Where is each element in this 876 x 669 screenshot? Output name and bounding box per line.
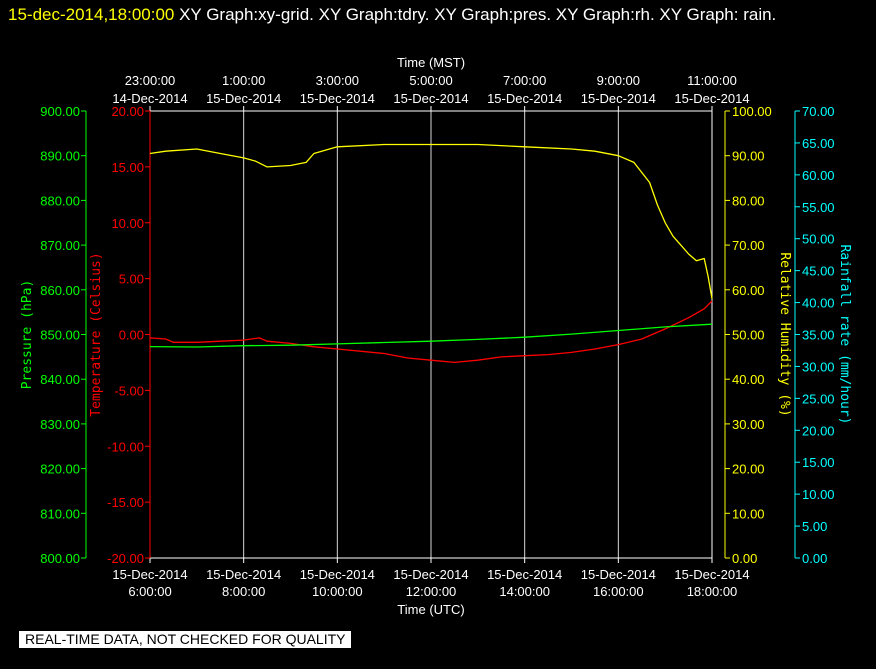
x-top-tick-time: 11:00:00 [687,73,737,88]
humidity-tick-label: 40.00 [732,372,765,387]
x-bottom-tick-date: 15-Dec-2014 [674,567,749,582]
humidity-tick-label: 50.00 [732,328,765,343]
temperature-tick-label: 0.00 [119,328,144,343]
x-bottom-tick-time: 10:00:00 [312,584,363,599]
x-bottom-tick-time: 8:00:00 [222,584,265,599]
x-bottom-tick-date: 15-Dec-2014 [581,567,656,582]
temperature-tick-label: -5.00 [114,383,144,398]
temperature-tick-label: 20.00 [111,104,144,119]
temperature-tick-label: -10.00 [107,439,144,454]
humidity-tick-label: 30.00 [732,417,765,432]
x-top-title: Time (MST) [397,55,465,70]
pressure-tick-label: 850.00 [40,328,80,343]
x-bottom-tick-date: 15-Dec-2014 [300,567,375,582]
temperature-tick-label: 10.00 [111,216,144,231]
pressure-axis-title: Pressure (hPa) [20,280,35,390]
x-bottom-tick-date: 15-Dec-2014 [206,567,281,582]
rainfall-tick-label: 60.00 [802,168,835,183]
x-top-tick-date: 15-Dec-2014 [581,91,656,106]
temperature-axis-title: Temperature (Celsius) [89,252,104,416]
temperature-tick-label: 15.00 [111,160,144,175]
rainfall-tick-label: 35.00 [802,328,835,343]
rainfall-tick-label: 25.00 [802,391,835,406]
x-top-tick-time: 9:00:00 [597,73,640,88]
rainfall-tick-label: 40.00 [802,296,835,311]
x-bottom-tick-time: 12:00:00 [406,584,457,599]
humidity-tick-label: 10.00 [732,506,765,521]
x-top-tick-date: 15-Dec-2014 [674,91,749,106]
x-top-tick-time: 3:00:00 [316,73,359,88]
rainfall-tick-label: 30.00 [802,359,835,374]
rainfall-tick-label: 20.00 [802,423,835,438]
chart-header: 15-dec-2014,18:00:00 XY Graph:xy-grid. X… [8,2,868,28]
x-bottom-tick-date: 15-Dec-2014 [393,567,468,582]
pressure-tick-label: 800.00 [40,551,80,566]
x-bottom-tick-time: 6:00:00 [128,584,171,599]
rainfall-tick-label: 15.00 [802,455,835,470]
rainfall-tick-label: 10.00 [802,487,835,502]
temperature-tick-label: -20.00 [107,551,144,566]
pressure-tick-label: 830.00 [40,417,80,432]
temperature-series-line [149,300,713,364]
humidity-series-line [149,143,713,299]
x-top-tick-time: 7:00:00 [503,73,546,88]
rainfall-tick-label: 5.00 [802,519,827,534]
rainfall-tick-label: 55.00 [802,200,835,215]
pressure-tick-label: 810.00 [40,506,80,521]
x-bottom-tick-time: 18:00:00 [687,584,738,599]
temperature-tick-label: -15.00 [107,495,144,510]
pressure-tick-label: 820.00 [40,462,80,477]
rainfall-tick-label: 50.00 [802,232,835,247]
x-top-tick-time: 1:00:00 [222,73,265,88]
pressure-tick-label: 870.00 [40,238,80,253]
humidity-tick-label: 90.00 [732,149,765,164]
rainfall-tick-label: 70.00 [802,104,835,119]
humidity-tick-label: 60.00 [732,283,765,298]
rainfall-tick-label: 45.00 [802,264,835,279]
x-bottom-tick-date: 15-Dec-2014 [487,567,562,582]
header-timestamp: 15-dec-2014,18:00:00 [8,5,175,24]
pressure-series-line [149,323,713,348]
x-bottom-tick-time: 14:00:00 [499,584,550,599]
pressure-tick-label: 880.00 [40,193,80,208]
x-bottom-tick-time: 16:00:00 [593,584,644,599]
x-top-tick-time: 23:00:00 [125,73,176,88]
x-top-tick-date: 15-Dec-2014 [393,91,468,106]
humidity-tick-label: 20.00 [732,462,765,477]
pressure-tick-label: 860.00 [40,283,80,298]
rainfall-axis-title: Rainfall rate (mm/hour) [837,244,852,424]
rainfall-tick-label: 65.00 [802,136,835,151]
humidity-tick-label: 80.00 [732,193,765,208]
pressure-tick-label: 900.00 [40,104,80,119]
x-top-tick-date: 15-Dec-2014 [206,91,281,106]
humidity-tick-label: 0.00 [732,551,757,566]
humidity-axis-title: Relative Humidity (%) [777,252,792,416]
quality-notice: REAL-TIME DATA, NOT CHECKED FOR QUALITY [19,631,352,648]
x-bottom-title: Time (UTC) [397,602,464,617]
pressure-tick-label: 840.00 [40,372,80,387]
header-graph-list: XY Graph:xy-grid. XY Graph:tdry. XY Grap… [179,5,777,24]
rainfall-tick-label: 0.00 [802,551,827,566]
pressure-tick-label: 890.00 [40,149,80,164]
temperature-tick-label: 5.00 [119,272,144,287]
x-top-tick-date: 14-Dec-2014 [112,91,187,106]
x-top-tick-time: 5:00:00 [409,73,452,88]
humidity-tick-label: 70.00 [732,238,765,253]
humidity-tick-label: 100.00 [732,104,772,119]
x-top-tick-date: 15-Dec-2014 [300,91,375,106]
x-bottom-tick-date: 15-Dec-2014 [112,567,187,582]
x-top-tick-date: 15-Dec-2014 [487,91,562,106]
